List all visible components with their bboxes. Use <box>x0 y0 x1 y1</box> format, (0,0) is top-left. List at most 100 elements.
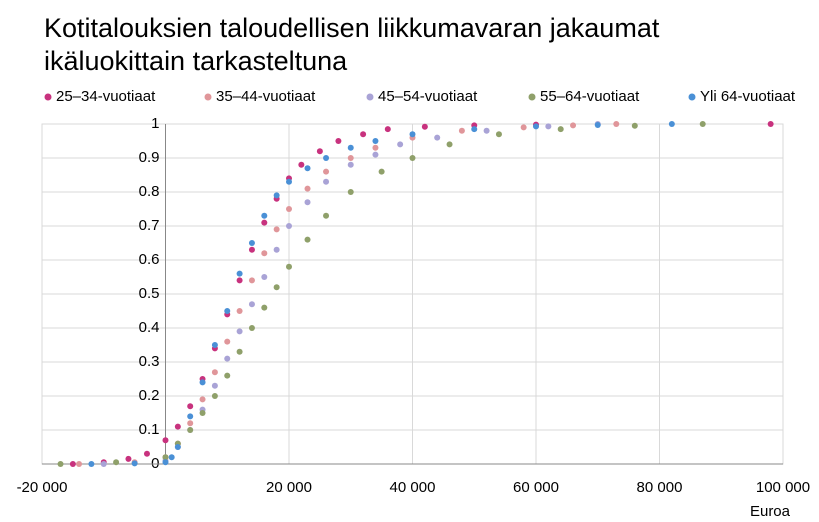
y-tick-label: 0.5 <box>139 285 160 302</box>
point <box>187 413 194 420</box>
y-tick-label: 0.6 <box>139 251 160 268</box>
point <box>187 427 194 433</box>
y-tick-label: 0 <box>151 455 159 472</box>
point <box>236 270 243 277</box>
x-tick-label: -20 000 <box>17 479 68 496</box>
point <box>248 301 255 308</box>
y-tick-label: 0.2 <box>139 387 160 404</box>
point <box>304 199 311 206</box>
point <box>162 454 169 461</box>
point <box>199 396 206 403</box>
point <box>397 141 404 148</box>
y-tick-label: 0.7 <box>139 217 160 234</box>
point <box>594 122 601 129</box>
x-axis-label: Euroa <box>750 503 791 520</box>
point <box>211 342 218 348</box>
point <box>273 226 280 233</box>
point <box>125 455 132 462</box>
point <box>224 372 231 379</box>
legend-label: 45–54-vuotiaat <box>378 88 478 105</box>
point <box>323 168 330 175</box>
point <box>347 189 354 195</box>
point <box>131 460 138 467</box>
point <box>323 155 330 161</box>
point <box>261 304 268 311</box>
point <box>347 161 354 168</box>
point <box>409 131 416 138</box>
legend-marker <box>688 93 696 101</box>
point <box>545 123 552 130</box>
point <box>211 393 218 399</box>
point <box>143 450 150 457</box>
point <box>520 124 527 131</box>
y-tick-label: 0.1 <box>139 421 160 438</box>
x-tick-label: 20 000 <box>266 479 312 496</box>
point <box>211 369 218 376</box>
point <box>199 410 206 416</box>
point <box>273 246 280 253</box>
point <box>224 308 231 314</box>
point <box>316 148 323 155</box>
point <box>174 444 181 450</box>
point <box>304 165 311 172</box>
point <box>261 250 268 257</box>
point <box>248 246 255 253</box>
point <box>372 138 379 144</box>
point <box>483 127 490 134</box>
point <box>261 212 268 219</box>
point <box>434 134 441 141</box>
x-tick-label: 60 000 <box>513 479 559 496</box>
point <box>421 123 428 130</box>
point <box>286 223 292 229</box>
point <box>347 155 354 161</box>
point <box>224 355 231 362</box>
point <box>248 240 255 246</box>
point <box>286 206 292 212</box>
point <box>69 461 76 467</box>
legend-marker <box>366 93 374 101</box>
point <box>187 420 194 427</box>
point <box>261 274 268 280</box>
chart-title: ikäluokittain tarkasteltuna <box>44 46 348 76</box>
point <box>668 121 675 127</box>
point <box>631 122 638 129</box>
y-tick-label: 0.8 <box>139 183 160 200</box>
point <box>335 138 342 144</box>
point <box>236 348 243 355</box>
point <box>446 141 453 148</box>
point <box>323 178 330 185</box>
point <box>286 178 292 185</box>
point <box>57 461 64 467</box>
point <box>211 382 218 389</box>
point <box>261 219 268 226</box>
point <box>273 284 280 291</box>
point <box>557 126 564 133</box>
y-tick-label: 0.4 <box>139 319 160 336</box>
y-tick-label: 1 <box>151 115 159 132</box>
point <box>174 423 181 430</box>
legend-label: 55–64-vuotiaat <box>540 88 640 105</box>
point <box>298 161 305 168</box>
legend-label: 25–34-vuotiaat <box>56 88 156 105</box>
point <box>113 459 120 466</box>
point <box>76 461 83 467</box>
y-tick-label: 0.3 <box>139 353 160 370</box>
x-tick-label: 40 000 <box>390 479 436 496</box>
point <box>767 121 774 127</box>
point <box>304 236 311 243</box>
point <box>187 403 194 410</box>
point <box>347 144 354 151</box>
point <box>471 126 478 133</box>
point <box>248 325 255 331</box>
point <box>286 263 292 270</box>
point <box>162 459 169 466</box>
point <box>88 461 95 467</box>
point <box>533 123 539 130</box>
chart-title: Kotitalouksien taloudellisen liikkumavar… <box>44 13 660 43</box>
point <box>570 122 577 129</box>
x-tick-label: 100 000 <box>756 479 810 496</box>
point <box>236 328 243 335</box>
point <box>495 131 502 138</box>
y-tick-label: 0.9 <box>139 149 160 166</box>
